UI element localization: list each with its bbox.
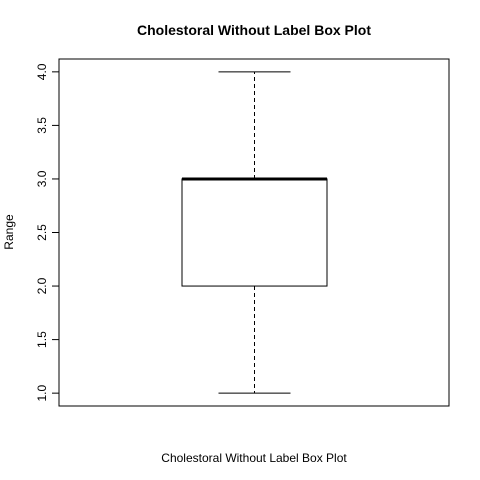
y-tick-label: 2.5 [35,224,49,241]
x-axis-label: Cholestoral Without Label Box Plot [161,451,347,465]
y-tick-label: 1.5 [35,331,49,348]
y-axis-label: Range [2,214,16,250]
box-layer [181,71,328,394]
y-tick-label: 3.5 [35,117,49,134]
y-tick-label: 1.0 [35,384,49,401]
y-tick-label: 4.0 [35,63,49,80]
box-iqr [181,178,328,287]
y-tick-label: 2.0 [35,277,49,294]
y-tick-label: 3.0 [35,170,49,187]
chart-title: Cholestoral Without Label Box Plot [137,22,371,38]
y-axis: 1.0 1.5 2.0 2.5 3.0 3.5 4.0 [35,63,60,401]
